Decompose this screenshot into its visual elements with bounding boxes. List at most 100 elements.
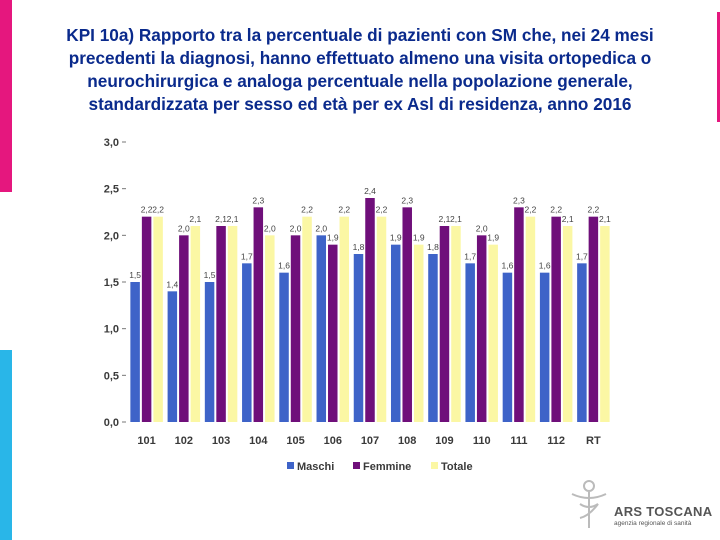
y-axis: 0,0 0,5 1,0 1,5 2,0 2,5 3,0 (104, 137, 126, 429)
bar-maschi-112 (539, 272, 550, 422)
bar-maschi-110 (465, 263, 475, 422)
value-label: 1,9 (390, 233, 402, 243)
value-label: 1,8 (427, 242, 439, 252)
right-accent-bar (717, 12, 720, 122)
legend-label-femmine: Femmine (363, 461, 411, 473)
bar-totale-106 (339, 216, 350, 422)
value-label: 2,3 (252, 195, 264, 205)
bar-maschi-106 (316, 235, 327, 422)
bar-maschi-111 (502, 272, 513, 422)
x-tick-label: 105 (286, 435, 304, 447)
ars-logo-icon (571, 480, 607, 528)
value-label: 2,0 (315, 223, 327, 233)
value-label: 1,6 (278, 261, 290, 271)
x-tick-label: 101 (137, 435, 155, 447)
bar-totale-112 (562, 226, 573, 422)
bar-maschi-105 (279, 272, 289, 422)
value-label: 1,7 (576, 251, 588, 261)
x-tick-label: 110 (473, 435, 491, 447)
x-tick-label: 104 (249, 435, 268, 447)
bars (130, 198, 610, 422)
value-label: 2,2 (301, 205, 313, 215)
x-tick-label: 103 (212, 435, 230, 447)
legend-label-maschi: Maschi (297, 461, 334, 473)
bar-maschi-101 (130, 282, 140, 422)
value-label: 2,2 (587, 205, 599, 215)
bar-totale-103 (227, 226, 238, 422)
y-tick-label: 2,5 (104, 184, 119, 196)
bar-totale-107 (376, 216, 387, 422)
value-label: 2,1 (450, 214, 462, 224)
bar-maschi-102 (167, 291, 178, 422)
x-axis-labels: 101 102 103 104 105 106 107 108 109 110 111 112 RT (137, 435, 601, 447)
value-label: 2,2 (376, 205, 388, 215)
bar-totale-108 (413, 244, 424, 422)
value-label: 1,9 (413, 233, 425, 243)
x-tick-label: 109 (435, 435, 453, 447)
value-label: 2,1 (189, 214, 201, 224)
y-tick-label: 2,0 (104, 230, 119, 242)
value-label: 2,1 (215, 214, 227, 224)
value-label: 2,2 (152, 205, 164, 215)
bar-femmine-104 (253, 207, 264, 422)
bar-totale-105 (302, 216, 312, 422)
bar-femmine-102 (179, 235, 189, 422)
value-label: 2,0 (178, 223, 190, 233)
value-label: 1,7 (464, 251, 476, 261)
chart-title: KPI 10a) Rapporto tra la percentuale di … (66, 25, 654, 114)
legend-swatch-femmine (353, 462, 360, 469)
x-tick-label: 111 (510, 435, 527, 447)
legend: Maschi Femmine Totale (287, 461, 473, 473)
bar-totale-rt (600, 226, 610, 422)
value-label: 2,2 (525, 205, 537, 215)
value-label: 2,1 (439, 214, 451, 224)
value-label: 1,5 (204, 270, 216, 280)
value-label: 2,0 (290, 223, 302, 233)
bar-maschi-103 (204, 282, 215, 422)
legend-swatch-totale (431, 462, 438, 469)
logo-name: ARS TOSCANA (614, 504, 713, 519)
value-label: 2,1 (227, 214, 239, 224)
left-accent-bar-cyan (0, 350, 12, 540)
bar-femmine-108 (402, 207, 412, 422)
bar-maschi-107 (353, 254, 364, 422)
value-labels: 1,52,2 2,21,42,02,11,52,1 2,11,72,32,01,62… (129, 186, 611, 289)
bar-femmine-105 (290, 235, 301, 422)
bar-totale-109 (451, 226, 461, 422)
legend-label-totale: Totale (441, 461, 473, 473)
legend-swatch-maschi (287, 462, 294, 469)
x-tick-label: 106 (324, 435, 342, 447)
ars-toscana-logo: ARS TOSCANA agenzia regionale di sanità (566, 478, 712, 534)
value-label: 2,2 (550, 205, 562, 215)
bar-totale-101 (153, 216, 163, 422)
left-accent-bar-pink (0, 0, 12, 192)
x-tick-label: 107 (361, 435, 379, 447)
y-tick-label: 1,0 (104, 324, 119, 336)
bar-maschi-rt (577, 263, 587, 422)
value-label: 2,1 (562, 214, 574, 224)
x-tick-label: 102 (175, 435, 193, 447)
bar-totale-111 (525, 216, 536, 422)
y-tick-label: 3,0 (104, 137, 119, 149)
value-label: 2,0 (264, 223, 276, 233)
value-label: 2,0 (476, 223, 488, 233)
value-label: 1,4 (166, 279, 178, 289)
value-label: 1,6 (502, 261, 514, 271)
bar-femmine-106 (328, 244, 338, 422)
value-label: 2,3 (401, 195, 413, 205)
value-label: 1,6 (539, 261, 551, 271)
y-tick-label: 0,5 (104, 370, 119, 382)
bar-femmine-109 (439, 226, 450, 422)
bar-maschi-104 (242, 263, 252, 422)
bar-totale-110 (488, 244, 498, 422)
value-label: 2,2 (141, 205, 153, 215)
value-label: 1,5 (129, 270, 141, 280)
bar-totale-102 (190, 226, 201, 422)
value-label: 2,3 (513, 195, 525, 205)
bar-femmine-112 (551, 216, 561, 422)
bar-femmine-103 (216, 226, 226, 422)
x-tick-label: RT (586, 435, 601, 447)
y-tick-label: 0,0 (104, 417, 119, 429)
logo-subtitle: agenzia regionale di sanità (614, 520, 692, 527)
